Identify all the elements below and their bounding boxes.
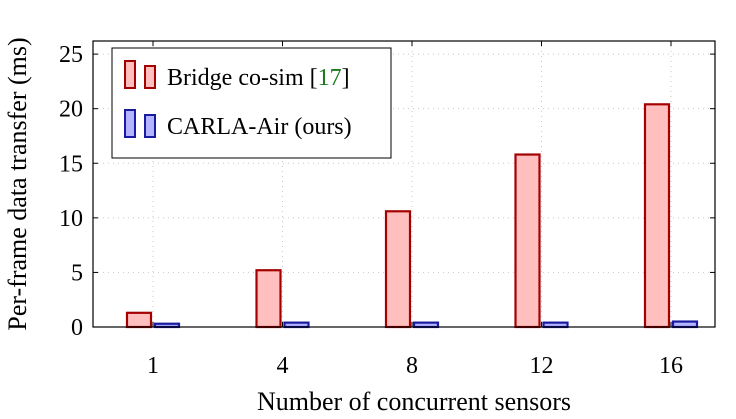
bar-bridge-co-sim-1 xyxy=(125,311,153,329)
y-tick-label-25: 25 xyxy=(59,42,83,68)
bar-carla-air-ours-16 xyxy=(671,320,699,329)
bar-bridge-co-sim-16 xyxy=(643,103,671,329)
x-tick-label-4: 4 xyxy=(277,353,289,379)
legend-entry-bridge-co-sim: Bridge co-sim [17] xyxy=(124,60,350,91)
legend-citation-number: 17 xyxy=(318,65,342,91)
bar-bridge-co-sim-12 xyxy=(514,153,541,329)
bar-bridge-co-sim-4 xyxy=(255,269,282,329)
x-tick-label-1: 1 xyxy=(147,353,159,379)
bar-carla-air-ours-4 xyxy=(283,321,310,329)
bar-carla-air-ours-12 xyxy=(542,321,569,329)
y-tick-label-0: 0 xyxy=(71,315,83,341)
y-axis-title: Per-frame data transfer (ms) xyxy=(3,37,32,330)
legend-swatch-bridge-co-sim-2 xyxy=(144,65,156,89)
x-tick-label-12: 12 xyxy=(530,353,554,379)
legend-swatch-bridge-co-sim-1 xyxy=(124,60,136,89)
bars xyxy=(125,103,699,329)
legend-citation-open-bracket: [ xyxy=(304,65,318,91)
y-tick-label-5: 5 xyxy=(71,260,83,286)
legend-series-name-bridge-co-sim: Bridge co-sim xyxy=(167,65,304,91)
y-tick-label-15: 15 xyxy=(59,151,83,177)
bar-bridge-co-sim-8 xyxy=(384,210,412,329)
axis-ticks: 0 5 10 15 20 25 1 4 8 12 16 xyxy=(59,41,715,379)
legend-entry-carla-air: CARLA-Air (ours) xyxy=(124,109,352,140)
x-tick-label-8: 8 xyxy=(406,353,418,379)
y-tick-label-20: 20 xyxy=(59,97,83,123)
legend: Bridge co-sim [17] CARLA-Air (ours) xyxy=(111,47,392,159)
legend-label-bridge-co-sim: Bridge co-sim [17] xyxy=(167,65,350,91)
legend-swatch-carla-air-2 xyxy=(144,114,156,138)
legend-label-carla-air: CARLA-Air (ours) xyxy=(167,114,352,140)
legend-box xyxy=(111,47,392,159)
y-tick-label-10: 10 xyxy=(59,206,83,232)
legend-swatch-carla-air-1 xyxy=(124,109,136,138)
bar-carla-air-ours-8 xyxy=(412,321,440,329)
x-axis-title: Number of concurrent sensors xyxy=(257,387,571,416)
plot-frame xyxy=(92,40,716,328)
x-tick-label-16: 16 xyxy=(659,353,683,379)
legend-citation-close-bracket: ] xyxy=(342,65,350,91)
